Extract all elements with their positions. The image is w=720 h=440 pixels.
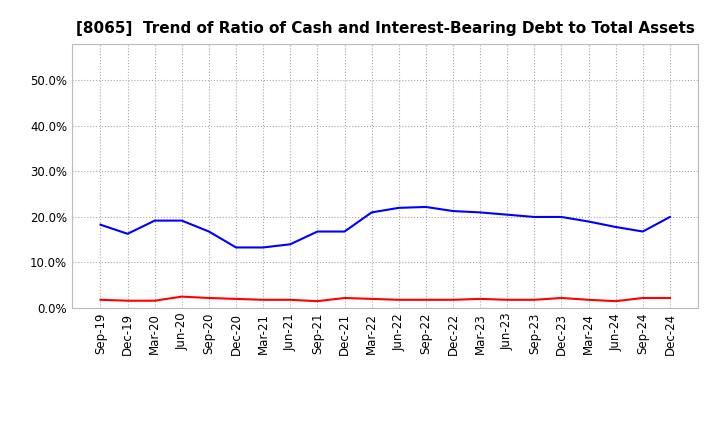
Line: Cash: Cash xyxy=(101,297,670,301)
Cash xyxy=(367,296,376,301)
Interest-Bearing Debt xyxy=(584,219,593,224)
Interest-Bearing Debt xyxy=(96,222,105,227)
Cash xyxy=(449,297,457,302)
Interest-Bearing Debt xyxy=(665,214,674,220)
Cash xyxy=(150,298,159,303)
Cash xyxy=(584,297,593,302)
Line: Interest-Bearing Debt: Interest-Bearing Debt xyxy=(101,207,670,247)
Interest-Bearing Debt xyxy=(259,245,268,250)
Interest-Bearing Debt xyxy=(557,214,566,220)
Interest-Bearing Debt xyxy=(232,245,240,250)
Cash xyxy=(639,295,647,301)
Cash xyxy=(259,297,268,302)
Interest-Bearing Debt xyxy=(150,218,159,223)
Cash xyxy=(395,297,403,302)
Cash xyxy=(313,298,322,304)
Cash xyxy=(286,297,294,302)
Cash xyxy=(123,298,132,303)
Cash xyxy=(557,295,566,301)
Interest-Bearing Debt xyxy=(476,210,485,215)
Cash xyxy=(503,297,511,302)
Interest-Bearing Debt xyxy=(367,210,376,215)
Cash xyxy=(96,297,105,302)
Cash xyxy=(341,295,349,301)
Interest-Bearing Debt xyxy=(286,242,294,247)
Cash xyxy=(204,295,213,301)
Interest-Bearing Debt xyxy=(123,231,132,236)
Cash xyxy=(421,297,430,302)
Cash xyxy=(178,294,186,299)
Title: [8065]  Trend of Ratio of Cash and Interest-Bearing Debt to Total Assets: [8065] Trend of Ratio of Cash and Intere… xyxy=(76,21,695,36)
Interest-Bearing Debt xyxy=(639,229,647,234)
Interest-Bearing Debt xyxy=(421,204,430,209)
Cash xyxy=(530,297,539,302)
Interest-Bearing Debt xyxy=(313,229,322,234)
Interest-Bearing Debt xyxy=(341,229,349,234)
Interest-Bearing Debt xyxy=(530,214,539,220)
Interest-Bearing Debt xyxy=(395,205,403,210)
Cash xyxy=(611,298,620,304)
Interest-Bearing Debt xyxy=(611,224,620,230)
Interest-Bearing Debt xyxy=(503,212,511,217)
Interest-Bearing Debt xyxy=(178,218,186,223)
Cash xyxy=(232,296,240,301)
Cash xyxy=(665,295,674,301)
Interest-Bearing Debt xyxy=(204,229,213,234)
Cash xyxy=(476,296,485,301)
Interest-Bearing Debt xyxy=(449,209,457,214)
